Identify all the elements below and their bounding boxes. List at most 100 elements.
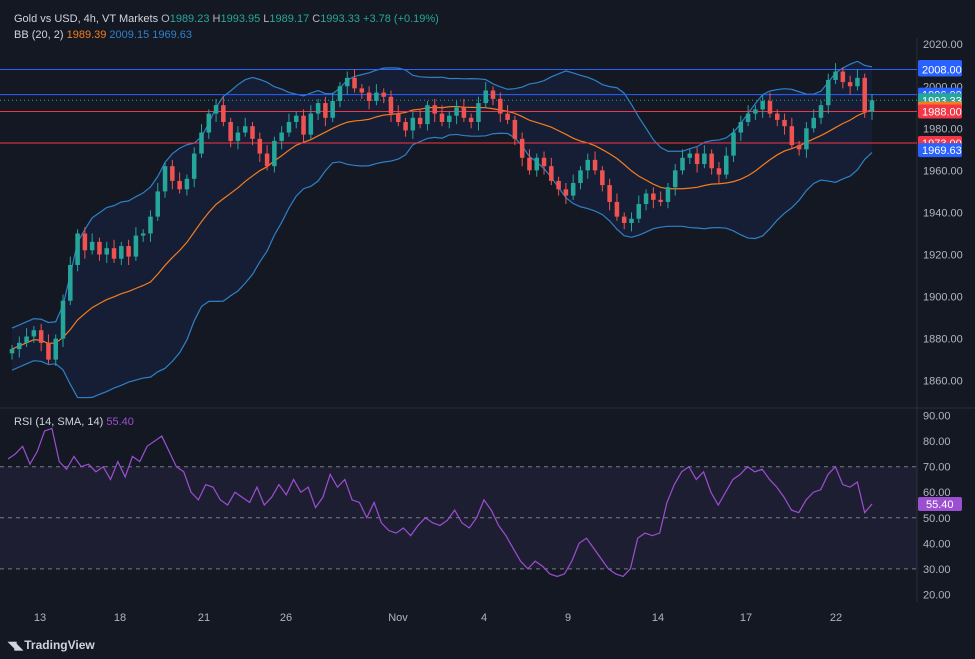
- candle-body: [498, 98, 503, 114]
- candle-body: [381, 92, 386, 97]
- candle-body: [556, 180, 561, 190]
- candle-body: [826, 79, 831, 106]
- candle-body: [578, 170, 583, 183]
- candle: [745, 105, 751, 127]
- time-tick-label: 22: [830, 612, 842, 624]
- ohlc-key-c: C: [309, 13, 321, 25]
- rsi-label-bg: [918, 496, 962, 511]
- candle: [191, 147, 197, 188]
- candle-body: [461, 107, 467, 118]
- candle-body: [330, 100, 335, 118]
- candle: [315, 98, 321, 120]
- candle-body: [505, 113, 510, 120]
- candle: [162, 161, 168, 198]
- ohlc-value-h: 1993.95: [220, 13, 261, 25]
- rsi-legend-value: 55.40: [106, 416, 134, 428]
- candle-body: [97, 241, 102, 255]
- candle-body: [789, 126, 795, 146]
- rsi-tick-label: 50.00: [923, 513, 951, 525]
- bb-legend[interactable]: BB (20, 2) 1989.39 2009.15 1969.63: [14, 29, 192, 42]
- candle-body: [658, 199, 663, 202]
- candle-body: [490, 90, 496, 99]
- price-tick-label: 1920.00: [923, 249, 963, 261]
- candle-body: [636, 204, 642, 219]
- candle-body: [607, 185, 612, 202]
- candle: [607, 178, 612, 211]
- candle: [366, 86, 372, 110]
- candle-body: [731, 132, 736, 156]
- candle: [505, 105, 510, 125]
- candle: [680, 149, 685, 175]
- candle-body: [191, 153, 197, 179]
- candle: [148, 210, 153, 242]
- candle: [104, 241, 110, 263]
- candle: [498, 92, 503, 123]
- price-label-hline: 2008.00: [918, 62, 962, 77]
- candle: [753, 105, 758, 120]
- price-label-bg: [918, 104, 962, 119]
- candle-body: [483, 90, 488, 104]
- candle-body: [694, 153, 700, 165]
- candle-body: [527, 157, 532, 171]
- candle-body: [796, 145, 802, 150]
- candle: [672, 164, 678, 196]
- candle: [447, 111, 452, 129]
- candle: [257, 132, 263, 162]
- candle: [556, 176, 561, 196]
- candle: [344, 71, 350, 95]
- candle-body: [315, 103, 321, 114]
- candle-body: [75, 233, 80, 266]
- candle-body: [250, 126, 255, 139]
- candle: [221, 96, 226, 127]
- symbol-legend: Gold vs USD, 4h, VT Markets O1989.23 H19…: [14, 13, 439, 26]
- candle-body: [774, 113, 780, 120]
- candle-body: [213, 105, 219, 114]
- candle: [774, 109, 780, 127]
- candle: [31, 325, 37, 343]
- ohlc-key-h: H: [209, 13, 221, 25]
- bb-lower-line: [11, 132, 873, 399]
- bb-mid-value: 1989.39: [66, 29, 107, 41]
- change-value: +3.78 (+0.19%): [363, 13, 439, 25]
- candle: [286, 113, 292, 137]
- candle-body: [709, 153, 714, 169]
- candle: [578, 166, 583, 190]
- price-tick-label: 1900.00: [923, 292, 963, 304]
- candle: [235, 126, 241, 150]
- candle: [760, 94, 765, 118]
- candle: [432, 98, 437, 123]
- candle: [293, 111, 299, 129]
- candle-body: [476, 103, 481, 123]
- price-label-hline_red: 1988.00: [918, 104, 962, 119]
- ohlc-key-l: L: [260, 13, 270, 25]
- candle: [709, 149, 714, 175]
- candle-body: [111, 248, 117, 259]
- candle: [111, 239, 117, 263]
- candle: [549, 157, 554, 186]
- candle: [534, 153, 540, 177]
- candle: [279, 126, 284, 150]
- candle-body: [869, 100, 875, 112]
- candle-body: [206, 113, 212, 133]
- candle: [24, 328, 29, 348]
- candle: [811, 109, 816, 133]
- candle-body: [760, 100, 765, 110]
- price-tick-label: 1980.00: [923, 123, 963, 135]
- candle-body: [257, 138, 263, 154]
- symbol-title[interactable]: Gold vs USD, 4h, VT Markets: [14, 13, 159, 25]
- rsi-legend[interactable]: RSI (14, SMA, 14) 55.40: [14, 416, 134, 429]
- candle: [541, 151, 547, 175]
- candle-body: [388, 96, 394, 114]
- candle: [614, 193, 620, 221]
- candle-body: [738, 122, 744, 133]
- candle: [68, 256, 73, 305]
- bb-lower-value: 1969.63: [152, 29, 193, 41]
- candle: [9, 344, 15, 360]
- ohlc-value-c: 1993.33: [320, 13, 360, 25]
- candle-body: [286, 122, 292, 133]
- candle-body: [162, 166, 168, 192]
- candle-body: [126, 246, 131, 257]
- ohlc-value-o: 1989.23: [169, 13, 210, 25]
- tradingview-logo[interactable]: ◥◣ TradingView: [8, 638, 95, 652]
- rsi-label-text: 55.40: [926, 499, 954, 511]
